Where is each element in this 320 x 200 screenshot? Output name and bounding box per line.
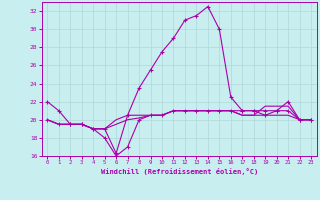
- X-axis label: Windchill (Refroidissement éolien,°C): Windchill (Refroidissement éolien,°C): [100, 168, 258, 175]
